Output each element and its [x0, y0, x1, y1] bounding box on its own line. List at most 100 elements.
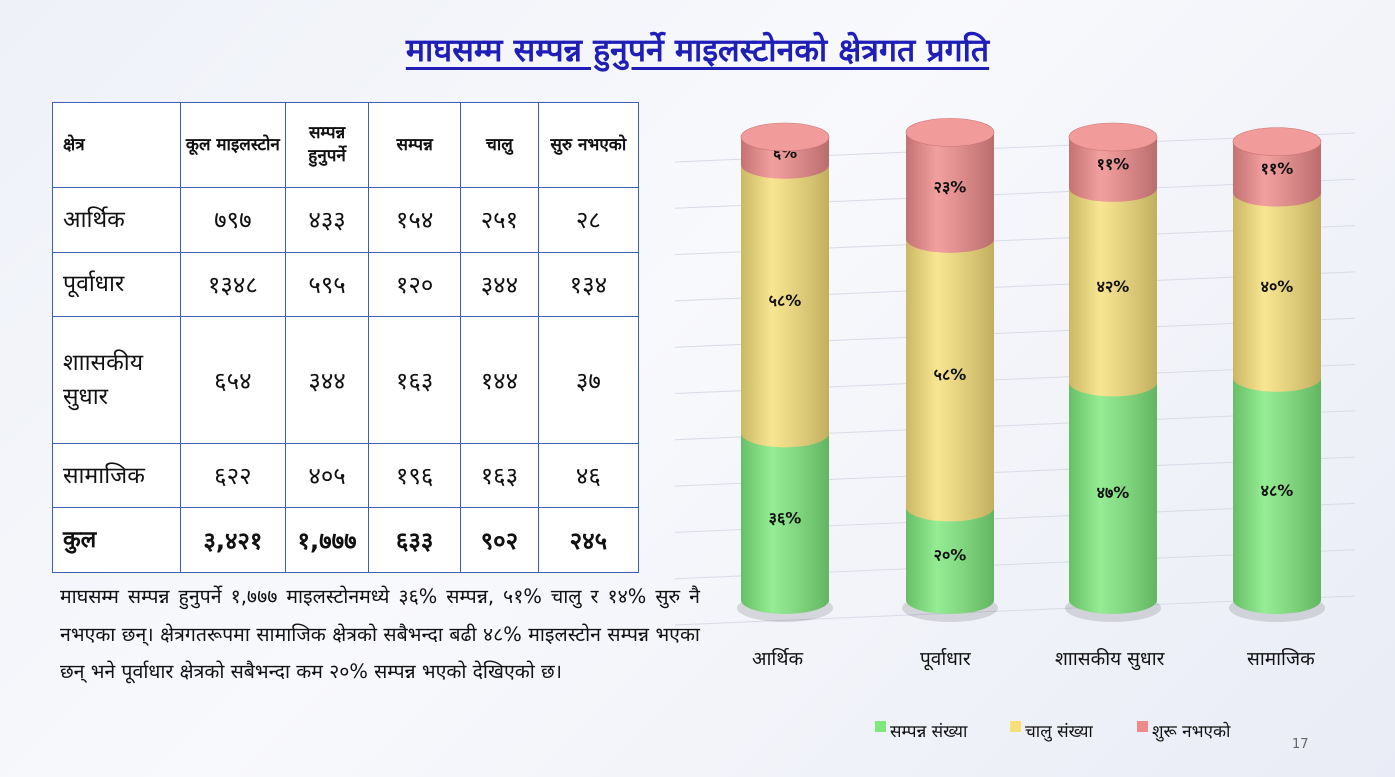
bar-segment: ११% — [1232, 127, 1322, 207]
table-cell: २५१ — [460, 187, 539, 253]
legend-label: शुरू नभएको — [1152, 721, 1231, 742]
table-cell: ६३३ — [368, 507, 462, 573]
bar-column: ३६% ५८% ६% — [737, 122, 833, 622]
data-label: ५८% — [769, 291, 802, 310]
x-tick-label: आर्थिक — [752, 647, 803, 670]
legend-item: चालु संख्या — [1010, 721, 1093, 742]
bar-column: २०% ५८% २३% — [902, 118, 998, 622]
slide-title: माघसम्म सम्पन्न हुनुपर्ने माइलस्टोनको क्… — [405, 31, 990, 69]
bar-segment: ५८% — [741, 164, 829, 448]
table-cell: ९०२ — [460, 507, 539, 573]
summary-paragraph: माघसम्म सम्पन्न हुनुपर्ने १,७७७ माइलस्टो… — [60, 585, 700, 683]
table-total-row: कुल ३,४२१ १,७७७ ६३३ ९०२ २४५ — [52, 507, 640, 573]
bar-segment-shading — [1069, 382, 1157, 614]
x-tick-label: शाासकीय सुधार — [1055, 647, 1166, 671]
table-cell: १६३ — [460, 443, 539, 509]
header-sector: क्षेत्र — [52, 101, 181, 189]
table-cell: १६३ — [368, 315, 462, 445]
header-total-milestone: कूल माइलस्टोन — [179, 101, 287, 189]
table-cell: १,७७७ — [285, 507, 370, 573]
table-cell: ४३३ — [285, 187, 370, 253]
table-row: शाासकीय सुधार ६५४ ३४४ १६३ १४४ ३७ — [52, 315, 640, 445]
table-cell: ६२२ — [179, 443, 287, 509]
data-label: ११% — [1097, 154, 1130, 173]
table-cell: शाासकीय सुधार — [52, 315, 181, 445]
data-label: ११% — [1261, 159, 1294, 178]
legend-item: शुरू नभएको — [1137, 721, 1231, 742]
header-ongoing: चालु — [460, 101, 539, 189]
table-cell: १५४ — [368, 187, 462, 253]
bar-segment: २३% — [905, 118, 995, 253]
bar-segment-shading — [1233, 377, 1321, 614]
bar-segment: ४०% — [1233, 192, 1321, 392]
bar-segment: २०% — [906, 507, 994, 614]
legend-swatch — [875, 721, 886, 732]
table-cell: ७९७ — [179, 187, 287, 253]
table-cell: कुल — [52, 507, 181, 573]
table-cell: ५९५ — [285, 251, 370, 317]
table-row: सामाजिक ६२२ ४०५ १९६ १६३ ४६ — [52, 443, 640, 509]
table-cell: १३४८ — [179, 251, 287, 317]
bar-top-cap-highlight — [741, 123, 829, 151]
table-cell: ६५४ — [179, 315, 287, 445]
stacked-cylinder-chart: ३६% ५८% ६% २०% ५८% २३% ४७% ४२% ११% ४८% ४०% ११% आर्थ… — [674, 118, 1356, 742]
bar-segment-shading — [906, 238, 994, 522]
bar-segment: ४२% — [1069, 187, 1157, 397]
bar-segment-shading — [1233, 192, 1321, 392]
table-row: पूर्वाधार १३४८ ५९५ १२० ३४४ १३४ — [52, 251, 640, 317]
page-number: 17 — [1292, 737, 1309, 752]
data-label: ५८% — [934, 365, 967, 384]
bar-top-cap-highlight — [1233, 127, 1321, 156]
table-cell: ४६ — [537, 443, 640, 509]
table-cell: ३४४ — [285, 315, 370, 445]
data-label: २३% — [934, 178, 967, 197]
table-cell: १४४ — [460, 315, 539, 445]
chart-x-axis-labels: आर्थिक पूर्वाधार शाासकीय सुधार सामाजिक — [752, 647, 1315, 671]
bar-top-cap-highlight — [1069, 123, 1157, 151]
bar-segment: ५८% — [906, 238, 994, 522]
table-row: आर्थिक ७९७ ४३३ १५४ २५१ २८ — [52, 187, 640, 253]
chart-bars: ३६% ५८% ६% २०% ५८% २३% ४७% ४२% ११% ४८% ४०% ११% — [737, 118, 1325, 622]
bar-top-cap — [1232, 127, 1322, 156]
bar-segment-shading — [741, 433, 829, 614]
legend-label: सम्पन्न संख्या — [890, 722, 968, 742]
data-label: २०% — [934, 546, 967, 565]
legend-label: चालु संख्या — [1025, 722, 1093, 742]
bar-segment-shading — [906, 507, 994, 614]
legend-swatch — [1137, 721, 1148, 732]
x-tick-label: पूर्वाधार — [920, 647, 972, 671]
table-cell: ३७ — [537, 315, 640, 445]
bar-segment-shading — [1069, 137, 1157, 202]
bar-top-cap — [1068, 122, 1158, 152]
header-should-complete: सम्पन्न हुनुपर्ने — [285, 101, 370, 189]
table-cell: सामाजिक — [52, 443, 181, 509]
table-cell: ४०५ — [285, 443, 370, 509]
legend-swatch — [1010, 721, 1021, 732]
data-label: ४२% — [1097, 277, 1130, 296]
bar-segment-shading — [741, 164, 829, 448]
table-cell: २८ — [537, 187, 640, 253]
table-cell: ३४४ — [460, 251, 539, 317]
milestone-table: क्षेत्र कूल माइलस्टोन सम्पन्न हुनुपर्ने … — [52, 101, 640, 573]
bar-segment: ११% — [1068, 122, 1158, 202]
table-cell: १२० — [368, 251, 462, 317]
table-cell: ३,४२१ — [179, 507, 287, 573]
bar-segment: ४८% — [1233, 377, 1321, 614]
header-not-started: सुरु नभएको — [537, 101, 640, 189]
bar-segment: ६% — [740, 122, 830, 179]
table-cell: १९६ — [368, 443, 462, 509]
x-tick-label: सामाजिक — [1247, 647, 1315, 670]
data-label: ४८% — [1261, 481, 1294, 500]
bar-segment-shading — [906, 132, 994, 253]
bar-top-cap-highlight — [906, 118, 994, 147]
bar-column: ४८% ४०% ११% — [1229, 127, 1325, 622]
data-label: ४०% — [1261, 277, 1294, 296]
table-cell: १३४ — [537, 251, 640, 317]
table-cell: आर्थिक — [52, 187, 181, 253]
bar-segment: ४७% — [1069, 382, 1157, 614]
chart-legend: सम्पन्न संख्या चालु संख्या शुरू नभएको — [875, 721, 1231, 742]
table-cell: २४५ — [537, 507, 640, 573]
table-cell: पूर्वाधार — [52, 251, 181, 317]
header-completed: सम्पन्न — [368, 101, 462, 189]
bar-segment-shading — [1069, 187, 1157, 397]
